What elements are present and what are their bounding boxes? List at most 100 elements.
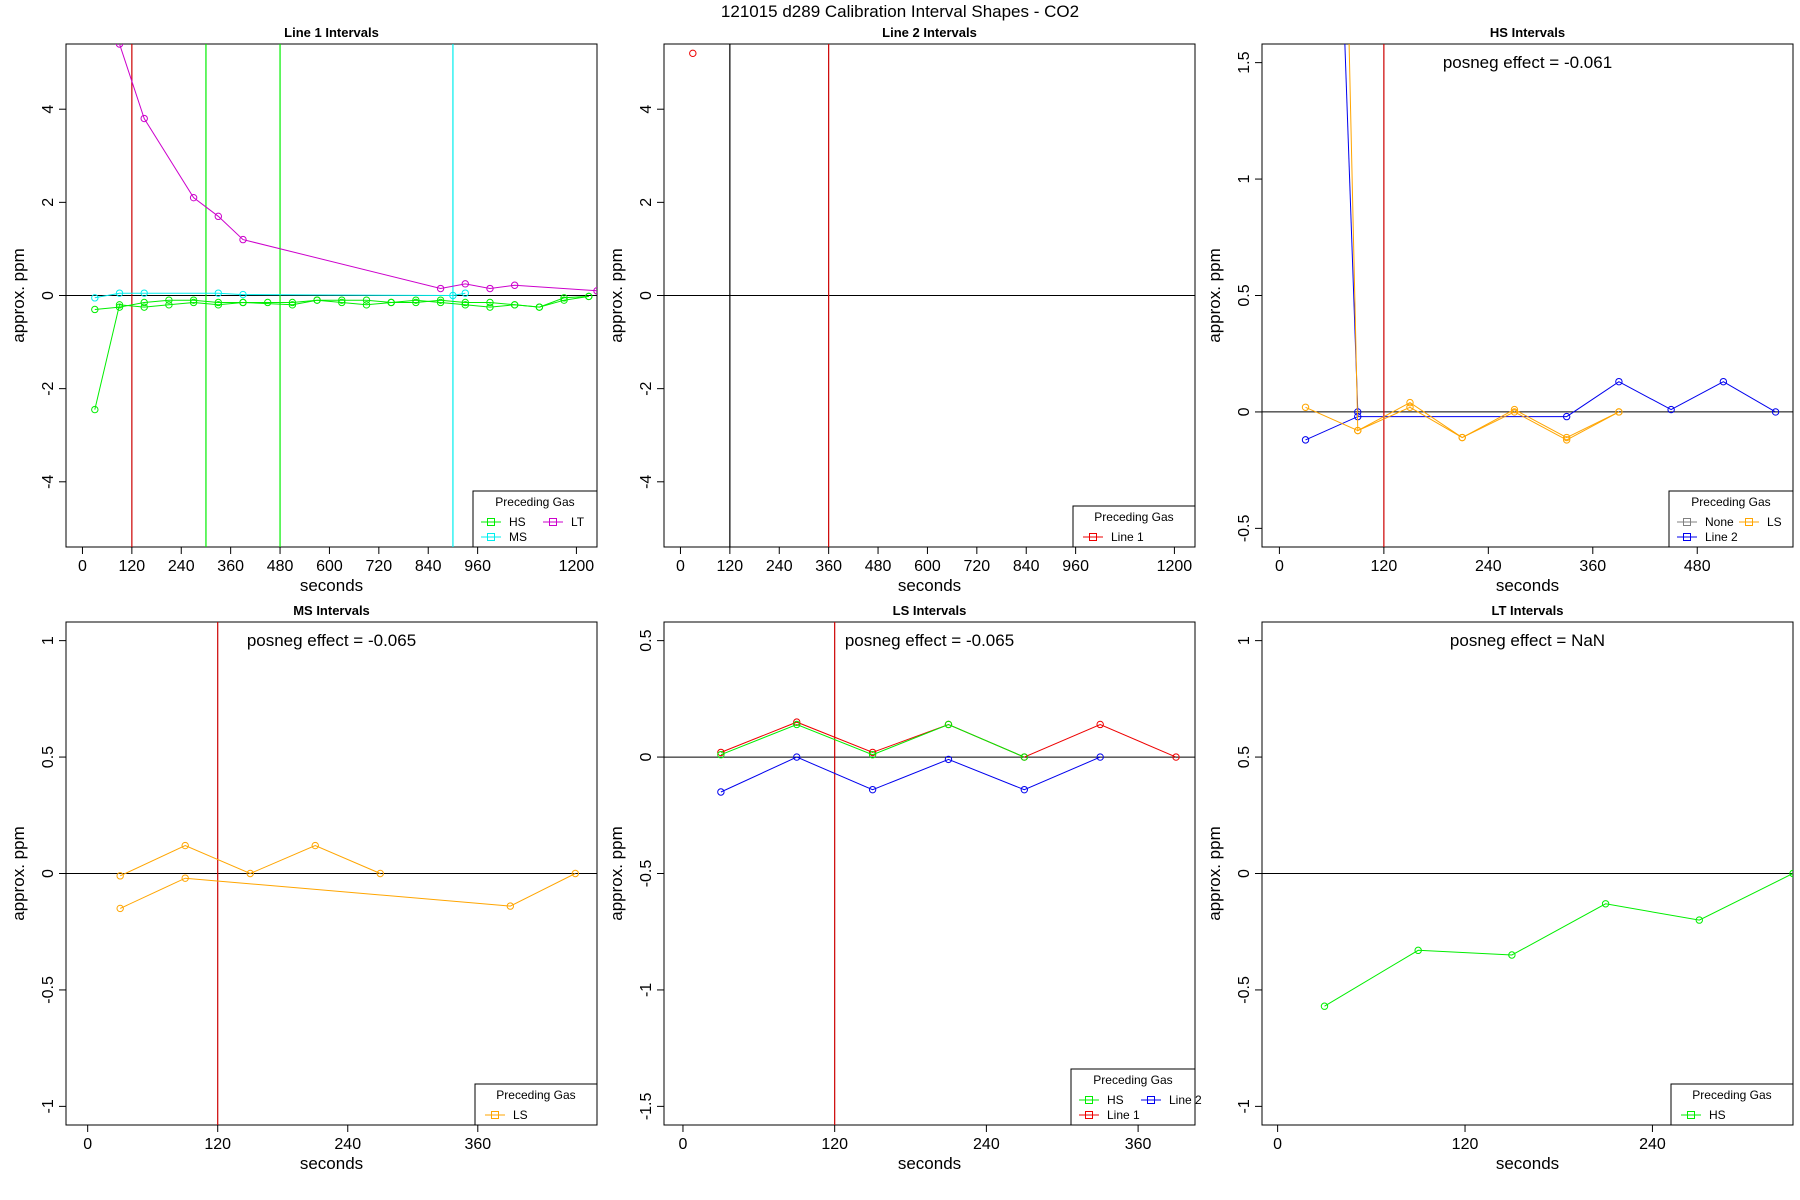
data-point <box>560 294 568 302</box>
y-axis-label: approx. ppm <box>9 248 28 343</box>
data-point <box>214 212 223 221</box>
data-point <box>506 902 515 910</box>
data-point <box>486 298 494 307</box>
data-point <box>1020 785 1029 794</box>
y-tick-label: 0 <box>1236 407 1253 416</box>
data-point <box>793 753 801 761</box>
legend-title: Preceding Gas <box>1093 1073 1172 1087</box>
data-point <box>91 305 99 314</box>
x-tick-label: 480 <box>1684 558 1711 575</box>
y-tick-label: 2 <box>638 198 655 207</box>
x-axis-label: seconds <box>1496 576 1559 595</box>
legend-label: LS <box>513 1108 528 1122</box>
series-line <box>720 723 1025 758</box>
x-tick-label: 120 <box>821 1136 848 1153</box>
x-tick-label: 120 <box>204 1136 231 1153</box>
y-tick-label: -4 <box>638 475 655 489</box>
series-line <box>1324 873 1793 1007</box>
legend: Preceding Gas HS Line 2 Line 1 <box>1070 1068 1202 1126</box>
data-point <box>1406 403 1414 411</box>
data-point <box>1719 377 1728 386</box>
data-point <box>338 298 346 307</box>
x-tick-label: 480 <box>865 558 892 575</box>
legend-swatch <box>1687 1111 1695 1119</box>
panel-title: HS Intervals <box>1490 25 1565 40</box>
data-point <box>868 751 877 759</box>
data-point <box>571 869 580 878</box>
data-point <box>239 235 247 244</box>
x-tick-label: 960 <box>464 558 491 575</box>
data-point <box>91 294 99 302</box>
data-point <box>189 193 198 202</box>
legend-label: HS <box>1709 1108 1726 1122</box>
data-point <box>313 296 321 304</box>
y-tick-label: 0 <box>638 753 655 762</box>
series-line <box>1305 402 1620 439</box>
panel-title: Line 1 Intervals <box>284 25 379 40</box>
series-hs <box>91 292 593 314</box>
y-tick-label: -1 <box>40 1099 57 1113</box>
x-tick-label: 600 <box>316 558 343 575</box>
data-point <box>461 301 469 309</box>
data-point <box>510 301 519 309</box>
legend-title: Preceding Gas <box>1692 1088 1771 1102</box>
plot-area <box>664 622 1195 1125</box>
legend-swatch <box>1745 518 1753 526</box>
data-point <box>1301 436 1310 444</box>
x-tick-label: 0 <box>679 1136 688 1153</box>
data-point <box>246 869 254 878</box>
data-point <box>1096 720 1104 729</box>
x-tick-label: 120 <box>1371 558 1398 575</box>
data-point <box>560 296 568 304</box>
legend-swatch <box>1683 518 1691 526</box>
series-ls <box>1348 44 1623 444</box>
plot-area <box>664 44 1195 547</box>
data-point <box>214 298 223 307</box>
y-tick-label: 1 <box>1236 636 1253 645</box>
data-point <box>1562 436 1571 444</box>
x-tick-label: 240 <box>168 558 195 575</box>
panel-3: HS Intervals 0 120 240 360 480 -0.5 0 0.5 1 1.5 sec… <box>1205 25 1794 595</box>
data-point <box>181 841 189 850</box>
y-axis-label: approx. ppm <box>9 826 28 921</box>
data-point <box>1341 36 1347 42</box>
y-tick-label: 1 <box>40 636 57 645</box>
series-line <box>94 292 466 299</box>
x-tick-label: 0 <box>83 1136 92 1153</box>
series-line <box>720 756 1101 793</box>
x-tick-label: 480 <box>267 558 294 575</box>
series-ls <box>116 869 580 913</box>
series-ls <box>116 841 384 880</box>
data-point <box>436 284 445 293</box>
legend-swatch <box>549 518 557 526</box>
legend-swatch <box>1085 1096 1093 1104</box>
data-point <box>140 114 148 123</box>
series-line <box>94 295 589 310</box>
x-tick-label: 120 <box>1452 1136 1479 1153</box>
series-line <box>119 873 576 909</box>
legend-title: Preceding Gas <box>496 1088 575 1102</box>
x-tick-label: 0 <box>676 558 685 575</box>
posneg-annotation: posneg effect = -0.061 <box>1443 53 1612 72</box>
y-tick-label: -0.5 <box>638 860 655 888</box>
data-point <box>387 298 395 307</box>
legend-label: None <box>1705 515 1734 529</box>
legend: Preceding Gas HS <box>1670 1083 1794 1126</box>
data-point <box>868 785 877 794</box>
panel-title: LT Intervals <box>1491 603 1563 618</box>
legend-label: Line 1 <box>1107 1108 1140 1122</box>
data-point <box>362 296 371 304</box>
y-tick-label: 0 <box>40 869 57 878</box>
y-tick-label: 0.5 <box>1236 746 1253 768</box>
data-point <box>1458 433 1466 442</box>
data-point <box>486 303 494 311</box>
data-point <box>239 298 247 307</box>
data-point <box>288 298 297 307</box>
legend-swatch <box>1147 1096 1155 1104</box>
x-axis-label: seconds <box>898 1154 961 1173</box>
legend-title: Preceding Gas <box>495 495 574 509</box>
series-line <box>119 845 381 877</box>
